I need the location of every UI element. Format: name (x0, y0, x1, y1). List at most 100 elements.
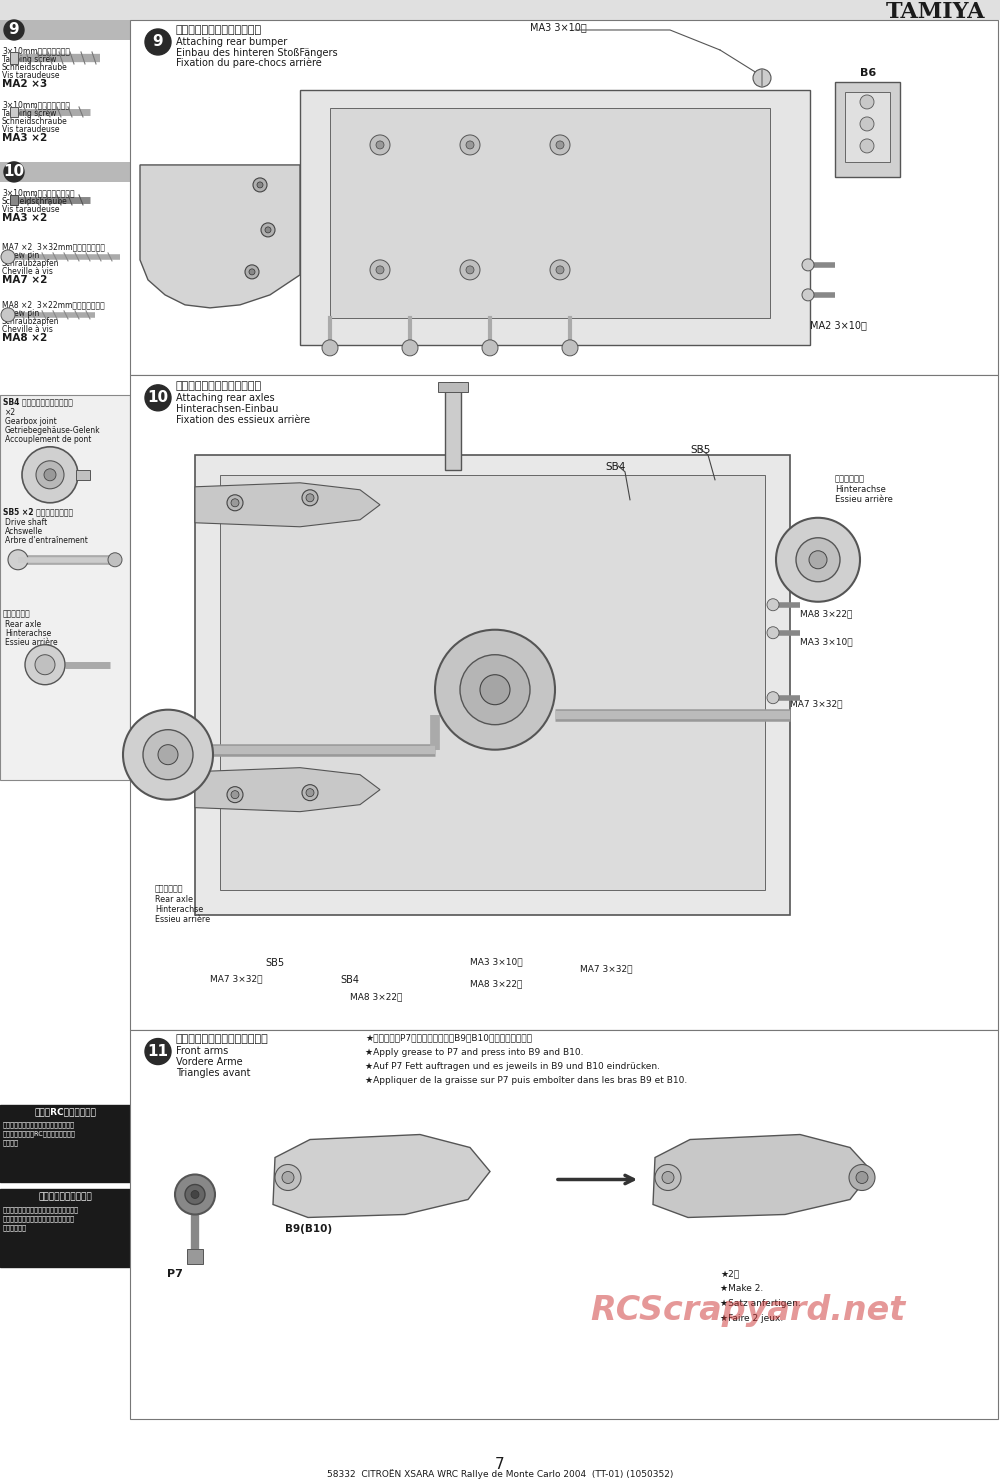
Circle shape (158, 744, 178, 765)
Circle shape (44, 468, 56, 480)
Text: Vis taraudeuse: Vis taraudeuse (2, 71, 60, 80)
Circle shape (257, 182, 263, 188)
Circle shape (245, 265, 259, 279)
Circle shape (809, 551, 827, 569)
Text: MA8 ×2: MA8 ×2 (2, 333, 47, 342)
Circle shape (550, 259, 570, 280)
Text: Essieu arrière: Essieu arrière (5, 637, 58, 646)
Text: SB4: SB4 (340, 975, 359, 984)
FancyBboxPatch shape (187, 1249, 203, 1264)
Text: Schraubzapfen: Schraubzapfen (2, 317, 60, 326)
Text: SB4 ギヤボックスジョイント: SB4 ギヤボックスジョイント (3, 397, 73, 408)
FancyBboxPatch shape (445, 385, 461, 470)
Circle shape (655, 1165, 681, 1190)
Circle shape (227, 495, 243, 511)
Text: Hinterachse: Hinterachse (835, 485, 886, 494)
FancyBboxPatch shape (438, 382, 468, 391)
Text: P7: P7 (167, 1270, 183, 1279)
Text: MA3 3×10㎜: MA3 3×10㎜ (530, 22, 587, 33)
Text: Drive shaft: Drive shaft (5, 517, 47, 526)
Circle shape (36, 461, 64, 489)
Circle shape (282, 1171, 294, 1184)
Circle shape (22, 446, 78, 502)
Text: ★Faire 2 jeux.: ★Faire 2 jeux. (720, 1315, 783, 1323)
Text: Tapping screw: Tapping screw (2, 110, 56, 119)
Text: タミヤRCガイドブック: タミヤRCガイドブック (34, 1107, 96, 1116)
Text: Rear axle: Rear axle (155, 895, 193, 904)
Text: MA8 ×2  3×22mmスクリューピン: MA8 ×2 3×22mmスクリューピン (2, 299, 105, 308)
Circle shape (191, 1190, 199, 1199)
Circle shape (860, 139, 874, 153)
Polygon shape (140, 165, 300, 308)
Text: 読です。: 読です。 (3, 1140, 19, 1146)
Text: MA7 ×2  3×32mmスクリューピン: MA7 ×2 3×32mmスクリューピン (2, 242, 105, 250)
Text: MA3 3×10㎜: MA3 3×10㎜ (800, 637, 853, 646)
FancyBboxPatch shape (0, 0, 1000, 19)
Circle shape (8, 550, 28, 569)
Text: ×2: ×2 (5, 408, 16, 416)
Text: リヤアクスル: リヤアクスル (155, 885, 184, 894)
Text: 10: 10 (147, 390, 169, 406)
Text: MA8 3×22㎜: MA8 3×22㎜ (350, 993, 402, 1002)
Text: ★Apply grease to P7 and press into B9 and B10.: ★Apply grease to P7 and press into B9 an… (365, 1048, 584, 1057)
Circle shape (460, 259, 480, 280)
Circle shape (261, 222, 275, 237)
Text: ★Auf P7 Fett auftragen und es jeweils in B9 und B10 eindrücken.: ★Auf P7 Fett auftragen und es jeweils in… (365, 1061, 660, 1070)
Text: 3×10mmタッピングビス: 3×10mmタッピングビス (2, 46, 70, 55)
Text: SB4: SB4 (605, 462, 625, 471)
Circle shape (460, 135, 480, 156)
Circle shape (145, 1039, 171, 1064)
Circle shape (466, 141, 474, 148)
Text: 9: 9 (153, 34, 163, 49)
Circle shape (767, 599, 779, 611)
FancyBboxPatch shape (10, 107, 18, 117)
Text: MA2 3×10㎜: MA2 3×10㎜ (810, 320, 867, 330)
Text: Front arms: Front arms (176, 1046, 228, 1055)
Circle shape (556, 265, 564, 274)
Text: RCScrapyard.net: RCScrapyard.net (590, 1294, 905, 1328)
FancyBboxPatch shape (10, 196, 18, 205)
Circle shape (275, 1165, 301, 1190)
FancyBboxPatch shape (130, 375, 998, 1030)
Text: Vordere Arme: Vordere Arme (176, 1057, 243, 1067)
Circle shape (25, 645, 65, 685)
Text: 尋ね下さい。: 尋ね下さい。 (3, 1224, 27, 1232)
Circle shape (185, 1184, 205, 1205)
Text: Schneidschraube: Schneidschraube (2, 62, 68, 73)
FancyBboxPatch shape (76, 470, 90, 480)
FancyBboxPatch shape (130, 19, 998, 375)
Circle shape (143, 729, 193, 780)
Circle shape (860, 95, 874, 110)
Text: SB5: SB5 (265, 957, 284, 968)
Text: Triangles avant: Triangles avant (176, 1067, 250, 1077)
Circle shape (306, 494, 314, 502)
Text: B6: B6 (860, 68, 876, 79)
Circle shape (562, 339, 578, 356)
Circle shape (856, 1171, 868, 1184)
Circle shape (370, 135, 390, 156)
Text: MA7 3×32㎜: MA7 3×32㎜ (790, 700, 842, 708)
Text: Schneidschraube: Schneidschraube (2, 197, 68, 206)
Circle shape (1, 308, 15, 322)
Circle shape (231, 499, 239, 507)
FancyBboxPatch shape (220, 474, 765, 889)
FancyBboxPatch shape (10, 52, 18, 64)
Circle shape (302, 489, 318, 505)
Text: 《リヤバンパーの取り付け》: 《リヤバンパーの取り付け》 (176, 25, 262, 36)
FancyBboxPatch shape (195, 455, 790, 914)
Circle shape (35, 655, 55, 674)
Text: Cheville à vis: Cheville à vis (2, 267, 53, 276)
FancyBboxPatch shape (0, 1190, 130, 1267)
Polygon shape (195, 768, 380, 812)
Text: MA3 3×10㎜: MA3 3×10㎜ (470, 957, 523, 966)
Text: Arbre d'entraînement: Arbre d'entraînement (5, 536, 88, 545)
Text: MA8 3×22㎜: MA8 3×22㎜ (800, 609, 852, 619)
Text: 3×10mm黒タッピングビス: 3×10mm黒タッピングビス (2, 188, 75, 197)
Text: TAMIYA: TAMIYA (886, 1, 985, 24)
Text: Gearbox joint: Gearbox joint (5, 416, 57, 425)
Circle shape (480, 674, 510, 705)
Text: MA7 ×2: MA7 ×2 (2, 274, 47, 285)
Circle shape (556, 141, 564, 148)
Text: Screw pin: Screw pin (2, 250, 39, 259)
Circle shape (302, 784, 318, 800)
